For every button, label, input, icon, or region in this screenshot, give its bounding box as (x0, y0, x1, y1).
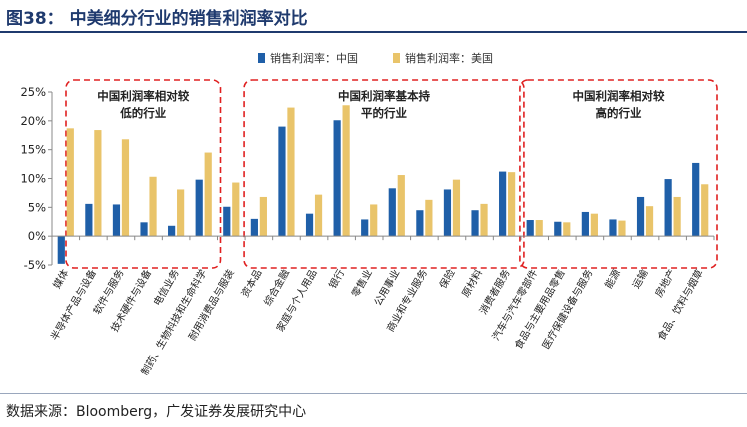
bar-china-13 (416, 210, 424, 237)
bar-china-18 (554, 221, 562, 237)
x-tick-label-19: 医疗保健设备与服务 (539, 267, 595, 351)
x-axis-ticks: 媒体半导体产品与设备软件与服务技术硬件与设备电信业务制药、生物科技和生命科学耐用… (48, 236, 715, 377)
bar-usa-0 (66, 128, 74, 237)
annotation-text-1-0: 中国利润率基本持 (338, 89, 430, 103)
x-tick-label-21: 运输 (629, 267, 650, 291)
bar-usa-19 (590, 213, 598, 237)
bar-usa-16 (508, 172, 516, 237)
bar-usa-8 (287, 107, 295, 237)
x-tick-label-4: 电信业务 (150, 267, 181, 308)
annotation-box-0 (65, 79, 222, 269)
bar-usa-15 (480, 203, 488, 237)
y-tick-label-6: 25% (20, 85, 46, 99)
bar-china-2 (112, 204, 121, 237)
bar-china-15 (471, 210, 479, 237)
x-tick-label-12: 公用事业 (371, 267, 402, 308)
bar-usa-12 (397, 175, 405, 237)
bar-china-19 (581, 211, 589, 237)
annotation-text-1-1: 平的行业 (361, 106, 407, 120)
x-tick-label-22: 房地产 (652, 267, 678, 299)
x-tick-label-14: 保险 (436, 267, 457, 291)
y-tick-label-3: 10% (20, 172, 46, 186)
bar-china-1 (85, 203, 93, 237)
annotation-text-2-0: 中国利润率相对较 (572, 89, 664, 103)
bar-usa-13 (425, 199, 433, 237)
annotation-box-2 (519, 79, 718, 269)
bar-china-17 (526, 220, 534, 237)
bar-usa-1 (94, 130, 102, 237)
bar-china-14 (443, 189, 452, 237)
annotation-text-2-1: 高的行业 (595, 106, 641, 120)
source-rule (0, 393, 747, 394)
annotation-box-1 (243, 79, 525, 269)
annotation-text-0-0: 中国利润率相对较 (97, 89, 189, 103)
x-tick-label-15: 原材料 (459, 267, 485, 299)
bar-china-22 (664, 179, 672, 237)
x-tick-label-10: 银行 (326, 267, 347, 291)
legend-swatch-0 (258, 53, 265, 63)
x-tick-label-8: 综合金融 (261, 267, 292, 308)
bar-china-9 (305, 213, 314, 237)
bar-china-11 (361, 219, 369, 237)
bar-china-5 (195, 179, 203, 237)
bar-china-0 (57, 236, 65, 264)
legend-label-1: 销售利润率：美国 (405, 51, 493, 65)
bar-usa-5 (204, 152, 212, 237)
bar-china-6 (223, 206, 231, 237)
x-tick-label-20: 能源 (602, 267, 623, 291)
legend: 销售利润率：中国 销售利润率：美国 (258, 51, 493, 65)
bar-usa-11 (370, 204, 378, 237)
legend-swatch-1 (393, 53, 400, 63)
figure-title: 图38： 中美细分行业的销售利润率对比 (6, 9, 308, 29)
bar-china-20 (609, 219, 617, 237)
bar-usa-2 (121, 139, 130, 237)
source-note: 数据来源：Bloomberg，广发证券发展研究中心 (6, 404, 307, 420)
bar-china-21 (636, 196, 645, 237)
bar-usa-22 (673, 196, 681, 237)
bar-usa-7 (259, 196, 267, 237)
y-tick-label-2: 5% (28, 200, 46, 214)
y-tick-label-1: 0% (28, 229, 46, 243)
bar-china-4 (168, 225, 176, 237)
x-tick-label-11: 零售业 (349, 267, 375, 299)
x-tick-label-0: 媒体 (51, 268, 71, 291)
bar-usa-18 (563, 222, 571, 237)
bar-usa-14 (452, 179, 461, 237)
bar-usa-4 (177, 189, 185, 237)
bar-usa-23 (701, 184, 709, 237)
bar-usa-3 (149, 176, 157, 237)
y-tick-label-4: 15% (20, 143, 46, 157)
bar-usa-17 (535, 220, 543, 237)
title-rule (0, 31, 747, 33)
bars (57, 105, 709, 264)
bar-china-10 (333, 120, 341, 237)
legend-label-0: 销售利润率：中国 (270, 51, 358, 65)
annotation-text-0-1: 低的行业 (119, 106, 166, 120)
y-tick-label-5: 20% (20, 114, 46, 128)
bar-usa-10 (342, 105, 350, 237)
y-axis-ticks: -5% 0% 5% 10% 15% 20% 25% (20, 85, 52, 272)
bar-usa-20 (618, 220, 626, 237)
y-tick-label-0: -5% (24, 258, 46, 272)
bar-usa-6 (232, 182, 240, 237)
bar-china-3 (140, 222, 148, 237)
bar-usa-21 (645, 206, 654, 237)
x-tick-label-7: 资本品 (238, 267, 264, 299)
x-tick-label-18: 食品与主要用品零售 (512, 267, 568, 351)
bar-china-23 (692, 162, 700, 237)
bar-usa-9 (314, 194, 323, 237)
bar-chart: 销售利润率：中国 销售利润率：美国 中国利润率相对较低的行业中国利润率基本持平的行… (20, 51, 718, 377)
bar-china-8 (278, 126, 286, 237)
bar-china-7 (250, 218, 258, 237)
bar-china-16 (499, 171, 507, 237)
bar-china-12 (388, 188, 396, 237)
